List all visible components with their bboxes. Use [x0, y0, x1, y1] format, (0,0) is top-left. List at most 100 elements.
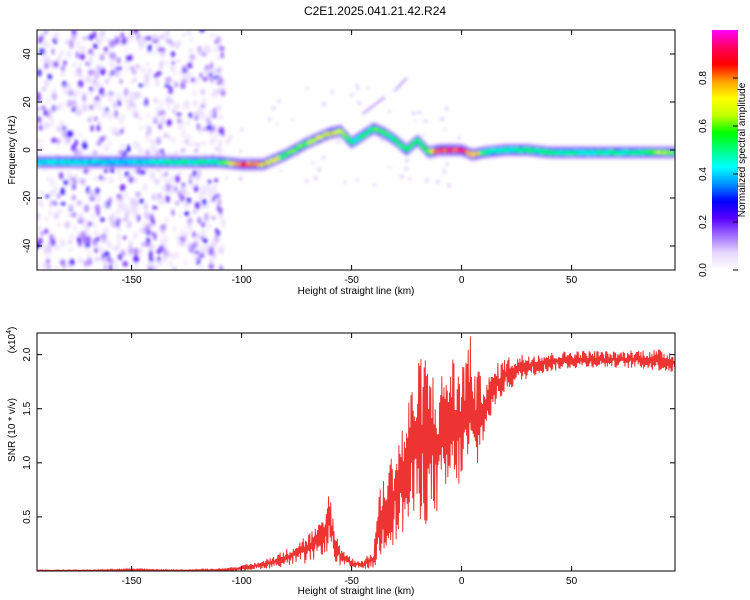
noise-speck	[212, 240, 216, 249]
y-tick-label: 1.0	[22, 455, 33, 469]
signal-core	[672, 150, 675, 155]
noise-speck	[166, 119, 172, 127]
noise-speck	[60, 187, 65, 196]
noise-speck	[51, 238, 56, 247]
noise-speck	[148, 250, 153, 258]
noise-speck	[317, 167, 322, 172]
noise-speck	[357, 101, 362, 106]
noise-speck	[218, 81, 223, 85]
noise-speck	[43, 109, 49, 116]
noise-speck	[65, 39, 69, 45]
noise-speck	[78, 212, 84, 221]
noise-speck	[37, 263, 40, 269]
noise-speck	[194, 148, 199, 153]
y-tick-label: -20	[22, 190, 33, 205]
noise-speck	[109, 51, 113, 60]
noise-speck	[168, 261, 173, 267]
noise-speck	[103, 250, 110, 257]
noise-speck	[114, 109, 119, 119]
noise-speck	[75, 51, 79, 59]
noise-speck	[187, 133, 191, 141]
noise-speck	[126, 144, 131, 154]
noise-speck	[129, 197, 134, 204]
noise-speck	[126, 249, 131, 254]
noise-speck	[103, 46, 108, 53]
noise-speck	[219, 148, 223, 154]
x-tick-label: -50	[344, 576, 359, 587]
noise-speck	[109, 60, 114, 68]
noise-speck	[112, 101, 118, 109]
noise-speck	[219, 92, 223, 96]
noise-speck	[107, 141, 112, 147]
noise-speck	[83, 218, 89, 227]
noise-speck	[56, 193, 61, 199]
noise-speck	[120, 32, 125, 39]
noise-speck	[139, 198, 144, 204]
noise-speck	[191, 140, 197, 147]
noise-speck	[201, 230, 206, 238]
noise-speck	[37, 237, 43, 246]
noise-speck	[76, 235, 82, 244]
noise-speck	[208, 247, 214, 256]
noise-speck	[92, 150, 98, 156]
noise-speck	[185, 141, 191, 147]
noise-speck	[54, 32, 60, 41]
noise-speck	[37, 111, 40, 117]
noise-speck	[209, 258, 214, 264]
noise-speck	[178, 213, 182, 219]
noise-speck	[193, 110, 198, 119]
noise-speck	[138, 228, 145, 233]
noise-speck	[145, 237, 151, 244]
noise-speck	[140, 67, 146, 73]
noise-speck	[46, 258, 50, 265]
noise-speck	[37, 95, 42, 102]
noise-speck	[37, 69, 42, 77]
noise-speck	[194, 201, 201, 210]
noise-speck	[321, 155, 326, 160]
signal-streak	[394, 77, 408, 91]
noise-speck	[157, 47, 164, 52]
noise-speck	[152, 39, 158, 44]
noise-speck	[238, 176, 243, 181]
noise-speck	[131, 107, 138, 116]
noise-speck	[206, 46, 212, 54]
noise-speck	[399, 174, 404, 179]
noise-speck	[183, 64, 187, 71]
noise-speck	[103, 145, 110, 152]
noise-speck	[77, 79, 84, 88]
noise-speck	[118, 176, 123, 181]
noise-speck	[74, 139, 78, 147]
noise-speck	[71, 143, 77, 152]
noise-speck	[139, 125, 143, 131]
colorbar-tick-label: 0.2	[698, 215, 709, 229]
noise-speck	[98, 87, 105, 96]
colorbar-tick-label: 0.6	[698, 119, 709, 133]
noise-speck	[94, 241, 98, 248]
noise-speck	[79, 45, 86, 54]
y-tick-label: 0.5	[22, 510, 33, 524]
noise-speck	[38, 196, 42, 204]
noise-speck	[183, 260, 188, 265]
noise-speck	[224, 176, 228, 180]
noise-speck	[336, 139, 341, 144]
noise-speck	[167, 104, 171, 110]
noise-speck	[98, 175, 103, 181]
noise-speck	[44, 194, 50, 199]
noise-speck	[216, 105, 222, 112]
noise-speck	[45, 56, 51, 64]
noise-speck	[41, 86, 46, 92]
noise-speck	[204, 64, 209, 70]
noise-speck	[70, 233, 74, 240]
noise-speck	[197, 49, 203, 56]
noise-speck	[68, 89, 74, 97]
noise-speck	[66, 99, 73, 108]
noise-speck	[53, 212, 59, 220]
noise-speck	[210, 33, 215, 39]
noise-speck	[138, 83, 144, 88]
noise-speck	[175, 112, 182, 117]
y-tick-label: 2.0	[22, 347, 33, 361]
noise-speck	[123, 217, 127, 222]
noise-speck	[181, 183, 186, 188]
noise-speck	[43, 262, 47, 269]
noise-speck	[83, 168, 89, 174]
